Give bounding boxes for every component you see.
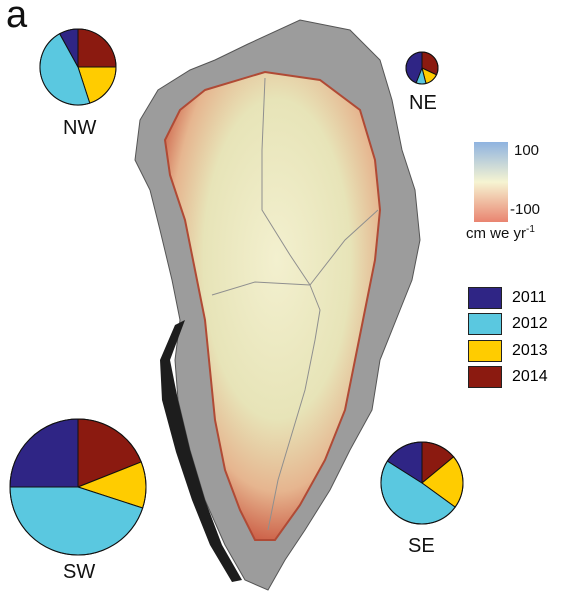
region-label-se: SE xyxy=(408,535,435,557)
legend-label-2014: 2014 xyxy=(512,368,548,385)
colorbar-unit-label: cm we yr-1 xyxy=(466,224,535,242)
legend-item-2012: 2012 xyxy=(468,311,578,337)
legend-label-2011: 2011 xyxy=(512,289,547,306)
pie-slice-nw-2014 xyxy=(77,28,117,68)
ice-sheet xyxy=(163,70,382,541)
pie-ne xyxy=(405,51,439,85)
region-label-ne: NE xyxy=(409,92,437,114)
drainage-divides xyxy=(211,77,379,531)
colorbar xyxy=(474,142,508,222)
pie-outline-se xyxy=(380,441,464,525)
legend-swatch-2014 xyxy=(468,366,502,388)
legend-label-2012: 2012 xyxy=(512,315,548,332)
west-fringe xyxy=(160,320,242,582)
pie-nw xyxy=(39,28,117,106)
region-label-nw: NW xyxy=(63,117,97,139)
legend-swatch-2011 xyxy=(468,287,502,309)
legend-item-2014: 2014 xyxy=(468,364,578,390)
pie-sw xyxy=(9,418,147,556)
region-label-sw: SW xyxy=(63,561,96,583)
panel-label: a xyxy=(6,0,28,36)
pie-se xyxy=(380,441,464,525)
pie-slice-sw-2011 xyxy=(9,418,79,488)
legend-label-2013: 2013 xyxy=(512,342,548,359)
legend-swatch-2012 xyxy=(468,313,502,335)
pie-outline-ne xyxy=(405,51,439,85)
legend-item-2013: 2013 xyxy=(468,338,578,364)
pie-outline-sw xyxy=(9,418,147,556)
colorbar-max-label: 100 xyxy=(514,142,540,159)
colorbar-min-label: -100 xyxy=(510,201,541,218)
pie-outline-nw xyxy=(39,28,117,106)
legend-swatch-2013 xyxy=(468,340,502,362)
legend-item-2011: 2011 xyxy=(468,285,578,311)
